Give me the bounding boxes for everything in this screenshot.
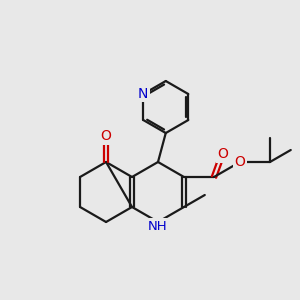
Text: N: N	[138, 87, 148, 101]
Text: O: O	[217, 147, 228, 161]
Text: O: O	[235, 155, 245, 169]
Text: O: O	[100, 130, 112, 143]
Text: NH: NH	[148, 220, 168, 232]
